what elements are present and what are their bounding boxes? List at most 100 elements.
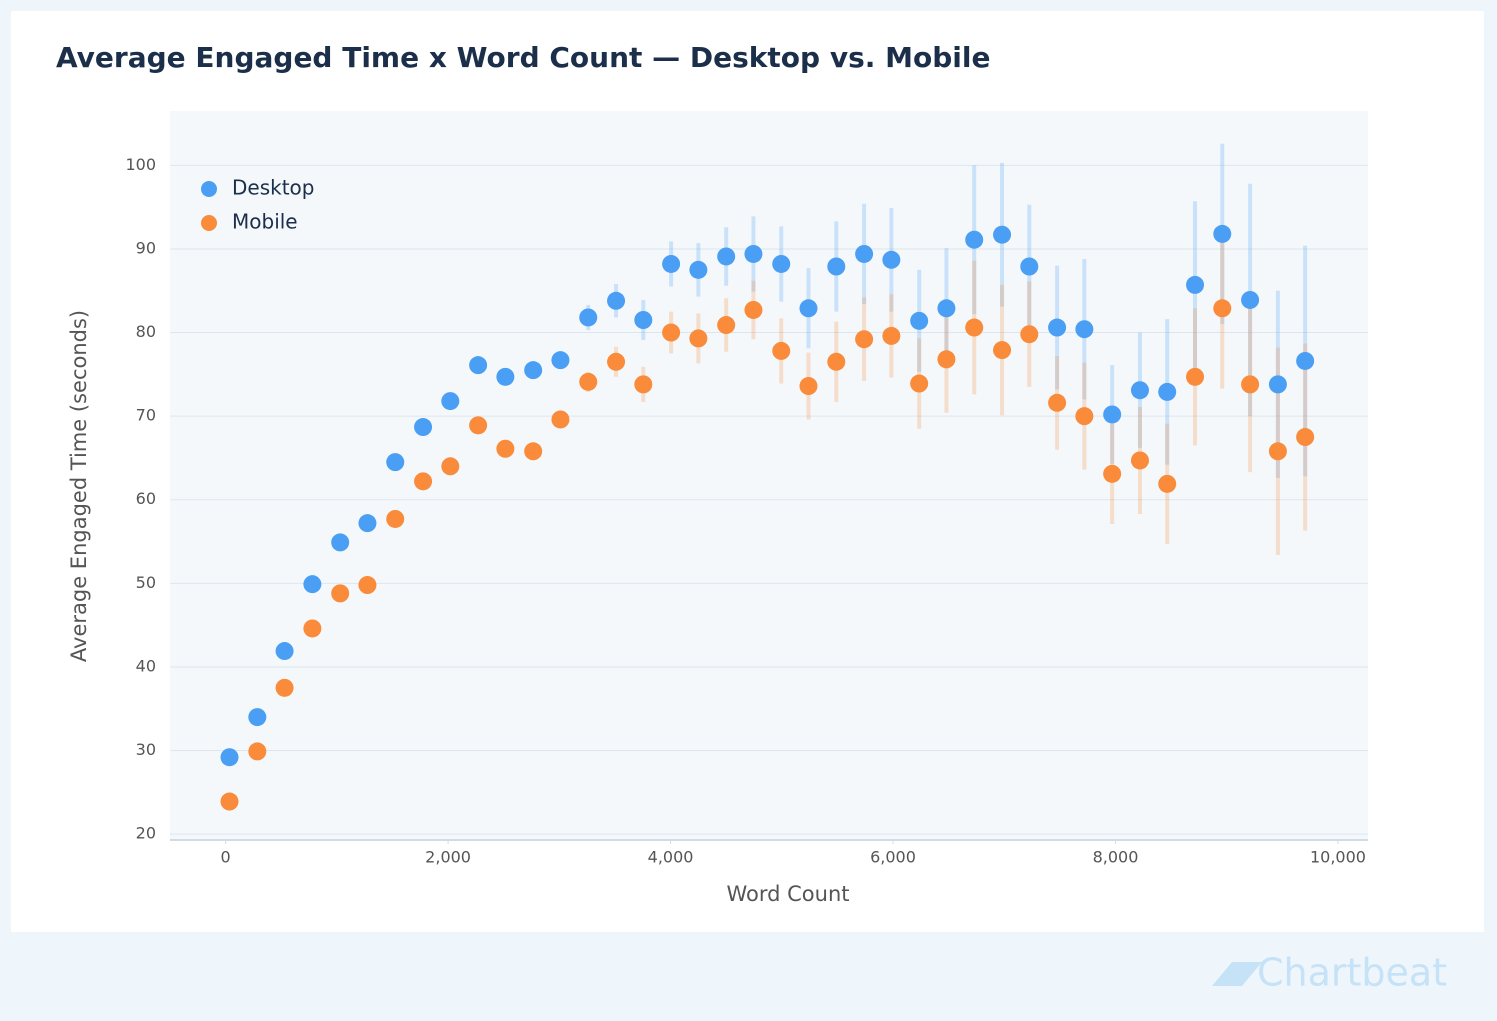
point bbox=[331, 584, 350, 603]
y-tick-label: 30 bbox=[136, 740, 156, 759]
point bbox=[1268, 442, 1287, 461]
point bbox=[441, 457, 460, 476]
x-tick-label: 6,000 bbox=[870, 848, 916, 867]
point bbox=[220, 792, 239, 811]
y-tick-label: 90 bbox=[136, 238, 156, 257]
point bbox=[469, 356, 488, 375]
point bbox=[524, 361, 543, 380]
x-tick-label: 4,000 bbox=[648, 848, 694, 867]
point bbox=[1186, 367, 1205, 386]
point bbox=[248, 742, 267, 761]
point bbox=[937, 299, 956, 318]
point bbox=[772, 341, 791, 360]
point bbox=[220, 748, 239, 767]
plot-area bbox=[170, 111, 1368, 840]
point bbox=[358, 514, 377, 533]
x-tick-label: 8,000 bbox=[1093, 848, 1139, 867]
chart-title: Average Engaged Time x Word Count — Desk… bbox=[56, 41, 990, 74]
watermark-logo: Chartbeat bbox=[1212, 951, 1447, 995]
legend-marker bbox=[201, 181, 217, 197]
point bbox=[551, 410, 570, 429]
point bbox=[1186, 275, 1205, 294]
point bbox=[579, 372, 598, 391]
point bbox=[248, 708, 267, 727]
point bbox=[965, 230, 984, 249]
point bbox=[1020, 325, 1039, 344]
point bbox=[634, 375, 653, 394]
point bbox=[634, 311, 653, 330]
point bbox=[1075, 320, 1094, 339]
point bbox=[331, 533, 350, 552]
point bbox=[744, 300, 763, 319]
point bbox=[1158, 474, 1177, 493]
point bbox=[275, 678, 294, 697]
point bbox=[1213, 299, 1232, 318]
point bbox=[579, 308, 598, 327]
point bbox=[1130, 381, 1149, 400]
point bbox=[303, 619, 322, 638]
point bbox=[1103, 464, 1122, 483]
point bbox=[1296, 351, 1315, 370]
point bbox=[1048, 393, 1067, 412]
point bbox=[358, 576, 377, 595]
y-tick-label: 50 bbox=[136, 573, 156, 592]
x-axis-title: Word Count bbox=[726, 882, 849, 906]
point bbox=[717, 247, 736, 266]
legend-marker bbox=[201, 215, 217, 231]
point bbox=[717, 316, 736, 335]
point bbox=[607, 291, 626, 310]
y-tick-label: 60 bbox=[136, 489, 156, 508]
x-tick-label: 0 bbox=[221, 848, 231, 867]
y-axis-title: Average Engaged Time (seconds) bbox=[67, 310, 91, 662]
logo-icon bbox=[1212, 962, 1262, 986]
point bbox=[551, 351, 570, 370]
point bbox=[882, 326, 901, 345]
point bbox=[1241, 375, 1260, 394]
x-tick-label: 10,000 bbox=[1310, 848, 1366, 867]
point bbox=[303, 575, 322, 594]
point bbox=[993, 341, 1012, 360]
point bbox=[1296, 428, 1315, 447]
point bbox=[744, 244, 763, 263]
point bbox=[275, 642, 294, 661]
point bbox=[827, 257, 846, 276]
point bbox=[1020, 257, 1039, 276]
point bbox=[1268, 375, 1287, 394]
point bbox=[496, 439, 515, 458]
legend-label: Desktop bbox=[232, 176, 314, 200]
point bbox=[662, 254, 681, 273]
point bbox=[1130, 451, 1149, 470]
legend-label: Mobile bbox=[232, 210, 298, 234]
point bbox=[772, 254, 791, 273]
point bbox=[1241, 290, 1260, 309]
point bbox=[689, 260, 708, 279]
y-tick-label: 40 bbox=[136, 656, 156, 675]
point bbox=[1158, 382, 1177, 401]
y-tick-label: 80 bbox=[136, 322, 156, 341]
watermark: Chartbeat bbox=[1257, 951, 1447, 995]
y-tick-label: 70 bbox=[136, 406, 156, 425]
point bbox=[993, 225, 1012, 244]
point bbox=[386, 509, 405, 528]
point bbox=[910, 374, 929, 393]
point bbox=[1075, 407, 1094, 426]
point bbox=[827, 352, 846, 371]
x-tick-label: 2,000 bbox=[425, 848, 471, 867]
point bbox=[496, 367, 515, 386]
point bbox=[855, 330, 874, 349]
point bbox=[524, 442, 543, 461]
point bbox=[799, 377, 818, 396]
point bbox=[441, 392, 460, 411]
point bbox=[386, 453, 405, 472]
point bbox=[469, 416, 488, 435]
point bbox=[882, 250, 901, 269]
point bbox=[937, 350, 956, 369]
point bbox=[1048, 318, 1067, 337]
point bbox=[1103, 405, 1122, 424]
point bbox=[414, 418, 433, 437]
point bbox=[855, 244, 874, 263]
point bbox=[799, 299, 818, 318]
y-tick-label: 20 bbox=[136, 824, 156, 843]
point bbox=[662, 323, 681, 342]
